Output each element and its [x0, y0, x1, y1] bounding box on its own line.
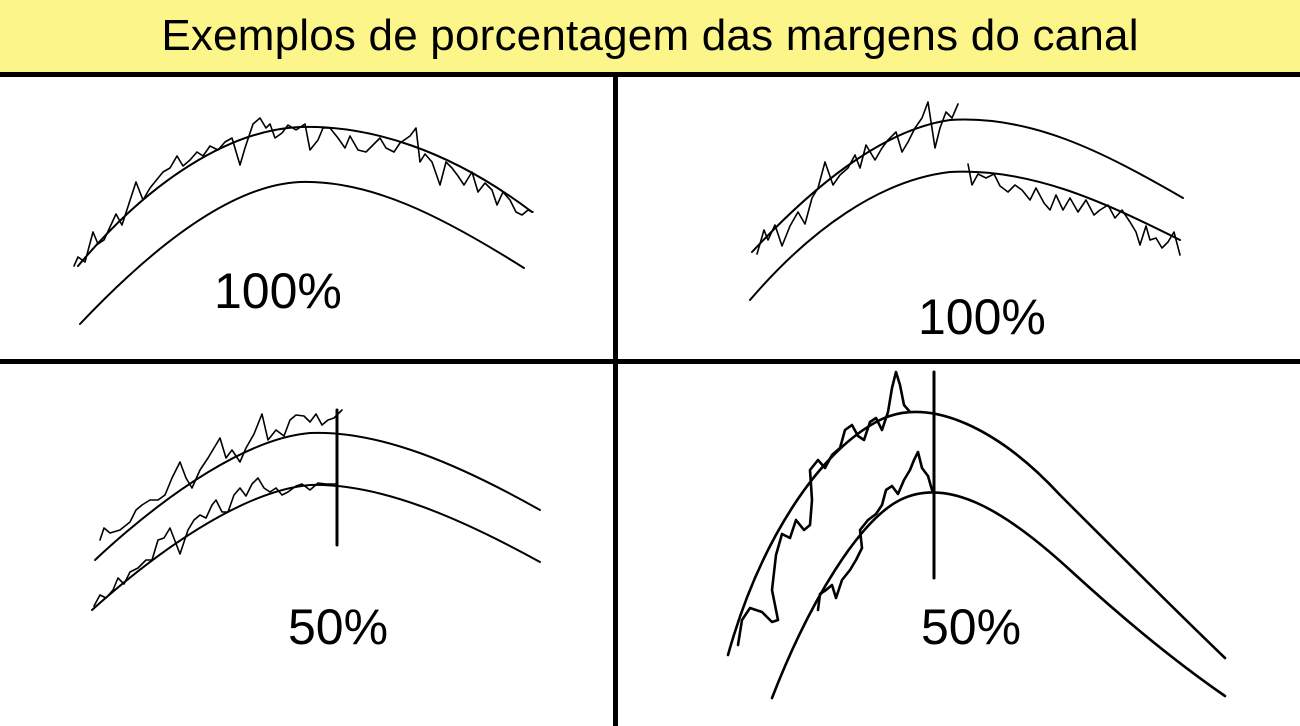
channel-lower-line: [91, 483, 541, 611]
panel-top-right-diagram: [749, 101, 1184, 301]
title-bar: Exemplos de porcentagem das margens do c…: [0, 0, 1300, 72]
page-title: Exemplos de porcentagem das margens do c…: [161, 11, 1139, 60]
title-underline: [0, 72, 1300, 77]
channel-upper-line: [77, 125, 533, 267]
panel-bottom-right-diagram: [726, 370, 1227, 700]
panel-bottom-left-diagram: [91, 408, 541, 611]
panel-label-bottom-right: 50%: [921, 599, 1022, 655]
price-zigzag: [73, 117, 534, 267]
channel-upper-line: [726, 410, 1227, 660]
panel-label-top-left: 100%: [214, 263, 342, 319]
price-zigzag-upper: [736, 370, 912, 647]
panel-label-top-right: 100%: [918, 289, 1046, 345]
channel-upper-line: [94, 431, 541, 561]
price-zigzag-lower: [93, 477, 337, 607]
panel-top-left-diagram: [73, 117, 534, 325]
channel-lower-line: [770, 491, 1227, 700]
channel-upper-line: [751, 118, 1184, 253]
vertical-divider: [613, 76, 618, 726]
price-zigzag-lower: [816, 450, 934, 612]
price-zigzag: [756, 101, 959, 255]
panel-label-bottom-left: 50%: [288, 599, 389, 655]
price-zigzag-upper: [99, 409, 343, 541]
channel-lower-line: [79, 180, 525, 325]
price-zigzag-second: [967, 163, 1181, 256]
horizontal-divider: [0, 359, 1300, 364]
